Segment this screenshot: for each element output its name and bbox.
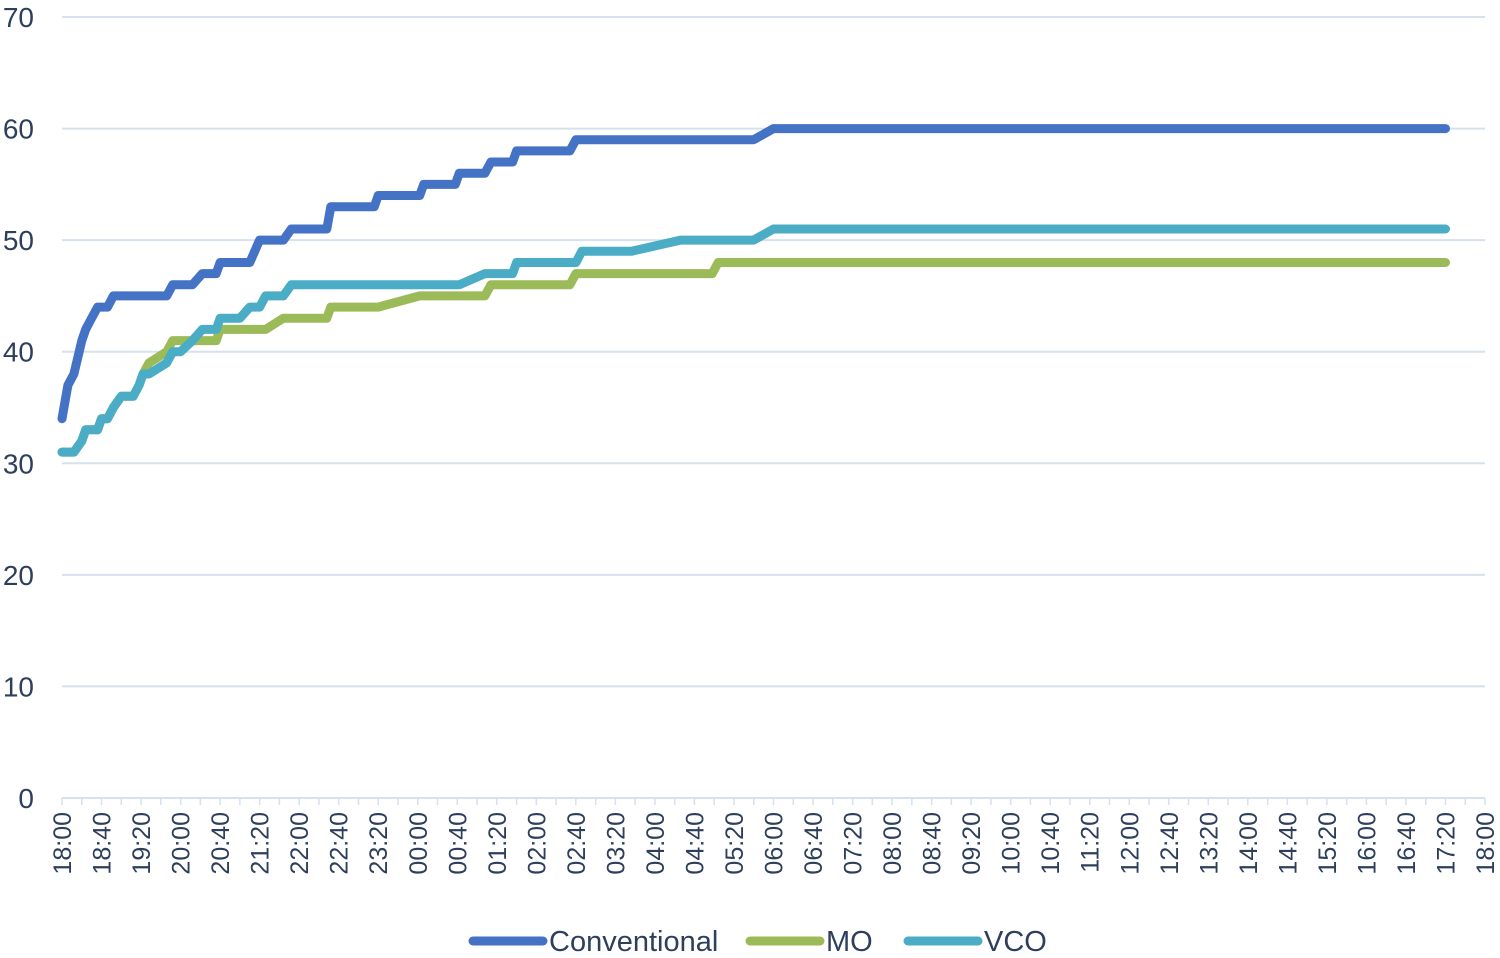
x-tick-label: 06:00 bbox=[761, 812, 789, 875]
x-tick-label: 10:00 bbox=[998, 812, 1026, 875]
x-tick-label: 19:20 bbox=[128, 812, 156, 875]
x-tick-label: 02:40 bbox=[563, 812, 591, 875]
x-tick-label: 14:40 bbox=[1274, 812, 1302, 875]
y-tick-label: 0 bbox=[18, 783, 34, 814]
x-tick-label: 17:20 bbox=[1432, 812, 1460, 875]
x-tick-label: 05:20 bbox=[721, 812, 749, 875]
y-tick-label: 60 bbox=[3, 114, 34, 145]
x-tick-label: 02:00 bbox=[523, 812, 551, 875]
x-tick-label: 18:00 bbox=[1472, 812, 1500, 875]
x-axis bbox=[61, 797, 1486, 805]
x-tick-label: 07:20 bbox=[840, 812, 868, 875]
x-tick-label: 21:20 bbox=[247, 812, 275, 875]
x-tick-label: 18:40 bbox=[89, 812, 117, 875]
x-tick-label: 00:40 bbox=[444, 812, 472, 875]
series-lines bbox=[57, 124, 1450, 457]
x-tick-label: 09:20 bbox=[958, 812, 986, 875]
x-tick-label: 03:20 bbox=[602, 812, 630, 875]
y-tick-label: 70 bbox=[3, 2, 34, 33]
x-tick-label: 16:40 bbox=[1393, 812, 1421, 875]
y-tick-label: 50 bbox=[3, 225, 34, 256]
gridlines bbox=[62, 16, 1485, 688]
x-tick-label: 20:00 bbox=[168, 812, 196, 875]
x-tick-label: 16:00 bbox=[1353, 812, 1381, 875]
y-tick-label: 10 bbox=[3, 671, 34, 702]
series-line-vco bbox=[57, 224, 1450, 457]
x-tick-label: 11:20 bbox=[1077, 812, 1105, 873]
legend-label-mo: MO bbox=[826, 926, 873, 958]
x-tick-label: 04:00 bbox=[642, 812, 670, 875]
x-tick-label: 08:40 bbox=[919, 812, 947, 875]
x-tick-label: 14:00 bbox=[1235, 812, 1263, 875]
x-tick-label: 06:40 bbox=[800, 812, 828, 875]
series-line-mo bbox=[57, 258, 1450, 457]
x-tick-label: 12:00 bbox=[1116, 812, 1144, 875]
x-tick-label: 00:00 bbox=[405, 812, 433, 875]
x-tick-label: 22:00 bbox=[286, 812, 314, 875]
x-tick-label: 04:40 bbox=[681, 812, 709, 875]
y-tick-label: 20 bbox=[3, 560, 34, 591]
legend-label-conventional: Conventional bbox=[549, 926, 718, 958]
x-tick-label: 08:00 bbox=[879, 812, 907, 875]
y-tick-label: 30 bbox=[3, 448, 34, 479]
x-tick-label: 15:20 bbox=[1314, 812, 1342, 875]
y-tick-label: 40 bbox=[3, 337, 34, 368]
x-axis-tick-labels: 18:00 18:40 19:20 20:00 20:40 21:20 22:00 22:40… bbox=[49, 812, 1500, 875]
x-tick-label: 10:40 bbox=[1037, 812, 1065, 875]
legend-label-vco: VCO bbox=[984, 926, 1047, 958]
x-tick-label: 13:20 bbox=[1195, 812, 1223, 875]
y-axis-tick-labels: 0 10 20 30 40 50 60 70 bbox=[3, 2, 34, 814]
legend: Conventional MO VCO bbox=[468, 926, 1047, 958]
x-tick-label: 22:40 bbox=[326, 812, 354, 875]
x-tick-label: 23:20 bbox=[365, 812, 393, 875]
x-tick-label: 12:40 bbox=[1156, 812, 1184, 875]
x-tick-label: 20:40 bbox=[207, 812, 235, 875]
x-tick-label: 01:20 bbox=[484, 812, 512, 875]
x-tick-label: 18:00 bbox=[49, 812, 77, 875]
series-line-conventional bbox=[57, 124, 1450, 424]
